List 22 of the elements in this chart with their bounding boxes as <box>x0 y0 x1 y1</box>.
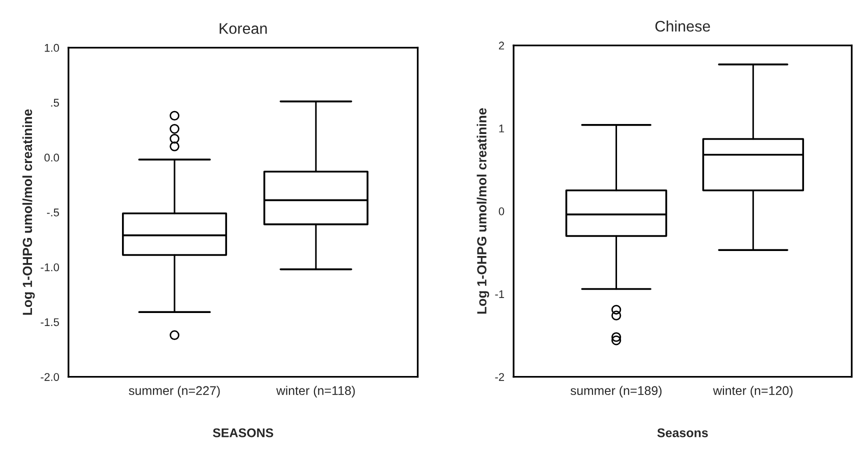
chart-title: Korean <box>220 23 267 34</box>
y-tick-label: .5 <box>51 98 59 107</box>
y-axis-title: Log 1-OHPG umol/mol creatinine <box>22 109 35 315</box>
x-tick-label: summer (n=227) <box>128 386 220 398</box>
y-tick-label: -.5 <box>46 208 59 216</box>
y-tick-label: 0 <box>498 207 504 216</box>
y-tick-label: -1.5 <box>40 318 59 326</box>
x-tick-label: summer (n=189) <box>570 386 662 398</box>
y-tick-label: -1.0 <box>40 263 60 272</box>
y-tick-label: -1 <box>495 290 504 298</box>
x-tick-label: winter (n=118) <box>276 386 355 398</box>
y-tick-label: 1 <box>499 124 504 132</box>
y-tick-label: -2.0 <box>40 373 60 381</box>
y-tick-label: 0.0 <box>44 154 60 162</box>
y-tick-label: 2 <box>498 42 504 50</box>
x-tick-label: winter (n=120) <box>713 386 793 398</box>
chart-title: Chinese <box>655 20 710 32</box>
x-axis-title: Seasons <box>657 428 708 438</box>
y-axis-title: Log 1-OHPG umol/mol creatinine <box>476 108 490 314</box>
x-axis-title: SEASONS <box>212 428 274 438</box>
y-tick-label: -2 <box>495 373 504 381</box>
y-tick-label: 1.0 <box>44 44 60 52</box>
